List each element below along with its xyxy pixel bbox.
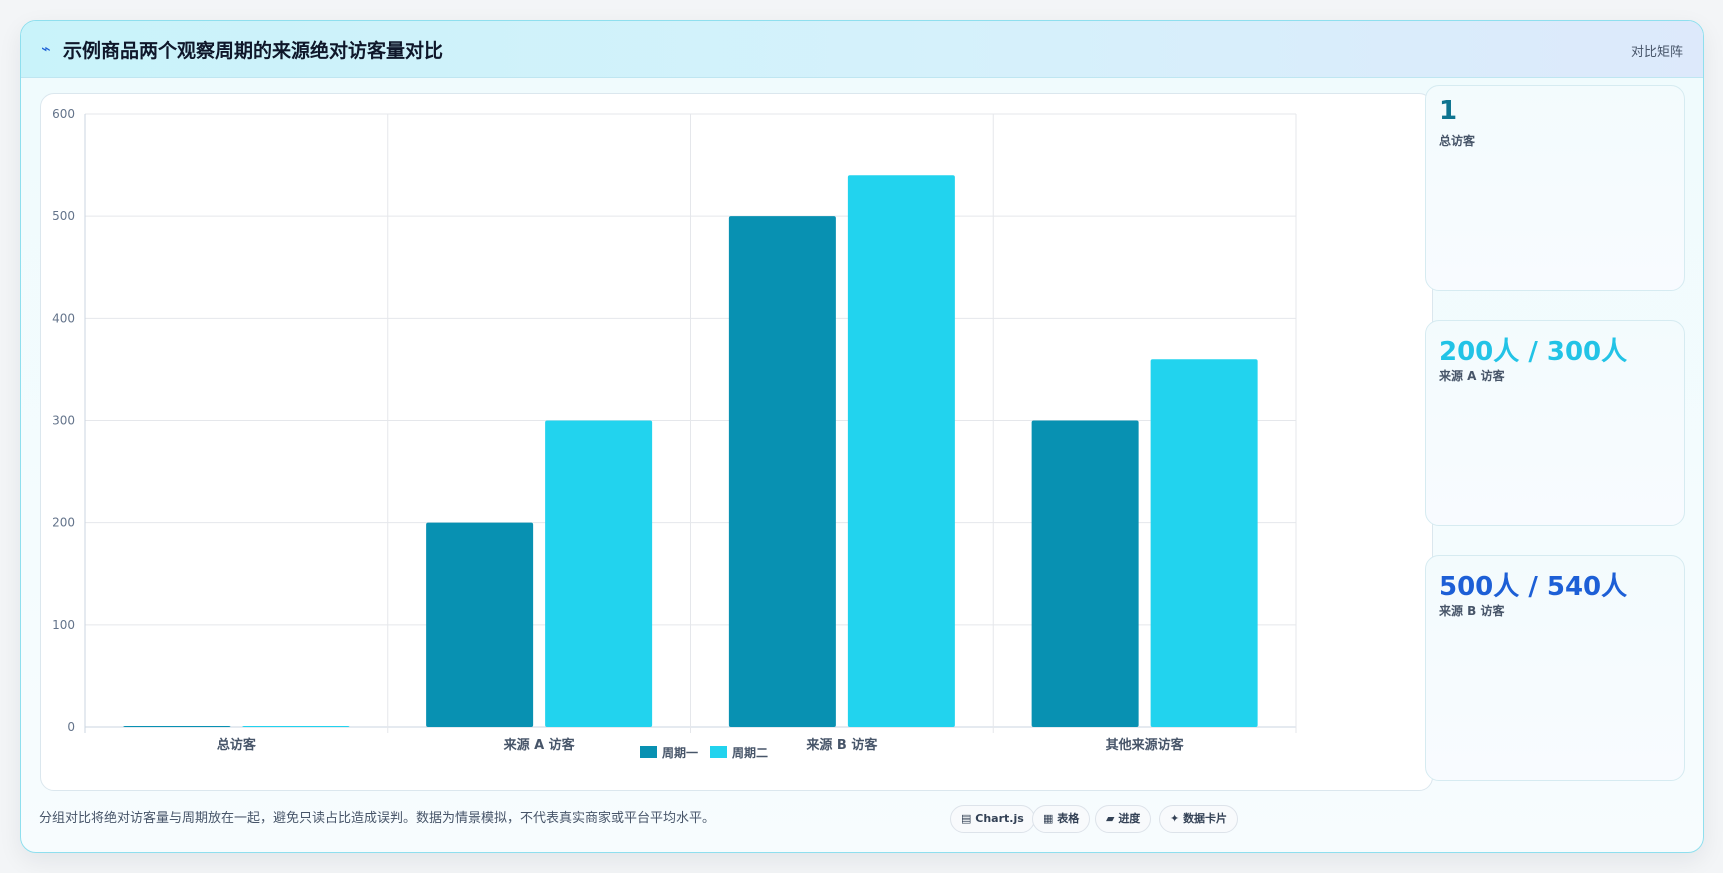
bar-2 [1150, 359, 1258, 727]
x-tick-label: 来源 A 访客 [503, 737, 576, 753]
stat-value: 1 [1439, 96, 1458, 126]
view-tag: 对比矩阵 [1630, 45, 1683, 60]
sparkle-icon: ✦ [1170, 812, 1180, 825]
bar-2 [545, 420, 653, 727]
stat-card-total: 1 总访客 [1425, 85, 1685, 291]
stat-label: 总访客 [1439, 134, 1476, 148]
y-tick-label: 100 [52, 618, 75, 632]
x-tick-label: 其他来源访客 [1106, 737, 1185, 753]
progress-icon: ▰ [1106, 812, 1115, 825]
pill-label: 表格 [1057, 812, 1080, 825]
stat-card-source-a: 200人 / 300人 来源 A 访客 [1425, 320, 1685, 526]
x-tick-label: 总访客 [217, 737, 257, 753]
dashboard-panel: ⌁ 示例商品两个观察周期的来源绝对访客量对比 对比矩阵 0 100 200 300 40… [20, 20, 1704, 853]
lightning-bolt-icon: ⌁ [41, 39, 51, 58]
data-card-pill-button[interactable]: ✦ 数据卡片 [1159, 805, 1239, 833]
stat-value: 500人 / 540人 [1439, 572, 1628, 602]
legend-label: 周期一 [662, 745, 698, 760]
stat-card-source-b: 500人 / 540人 来源 B 访客 [1425, 555, 1685, 781]
chartjs-pill-button[interactable]: ▤ Chart.js [950, 805, 1035, 833]
stat-label: 来源 A 访客 [1439, 369, 1505, 383]
y-tick-label: 0 [67, 720, 75, 734]
panel-header: ⌁ 示例商品两个观察周期的来源绝对访客量对比 对比矩阵 [21, 21, 1703, 78]
bar-1 [123, 725, 231, 727]
bar-1 [426, 522, 534, 727]
legend-swatch [710, 746, 727, 758]
page-title: 示例商品两个观察周期的来源绝对访客量对比 [63, 40, 444, 62]
y-tick-label: 500 [52, 209, 75, 223]
stat-value: 200人 / 300人 [1439, 337, 1628, 367]
legend-swatch [640, 746, 657, 758]
pill-label: 进度 [1118, 812, 1141, 825]
bar-2 [242, 725, 350, 727]
chart-icon: ▤ [961, 812, 972, 825]
chart-card: 0 100 200 300 400 500 600 总访客 来源 A 访客 来源 B 访客 其他来源… [40, 93, 1433, 791]
bar-1 [1031, 420, 1139, 727]
bar-1 [728, 216, 836, 727]
bar-chart: 0 100 200 300 400 500 600 总访客 来源 A 访客 来源 B 访客 其他来源… [52, 107, 1297, 760]
legend-label: 周期二 [732, 745, 768, 760]
bar-2 [847, 175, 955, 728]
y-tick-label: 300 [52, 414, 75, 428]
footer-note: 分组对比将绝对访客量与周期放在一起，避免只读占比造成误判。数据为情景模拟，不代表… [39, 811, 716, 826]
table-icon: ▦ [1043, 812, 1054, 825]
stat-label: 来源 B 访客 [1439, 604, 1505, 618]
y-tick-label: 400 [52, 311, 75, 325]
x-tick-label: 来源 B 访客 [805, 737, 878, 753]
pill-label: 数据卡片 [1183, 812, 1228, 825]
progress-pill-button[interactable]: ▰ 进度 [1095, 805, 1152, 833]
pill-label: Chart.js [975, 812, 1024, 825]
y-tick-label: 600 [52, 107, 75, 121]
table-pill-button[interactable]: ▦ 表格 [1032, 805, 1091, 833]
y-tick-label: 200 [52, 516, 75, 530]
